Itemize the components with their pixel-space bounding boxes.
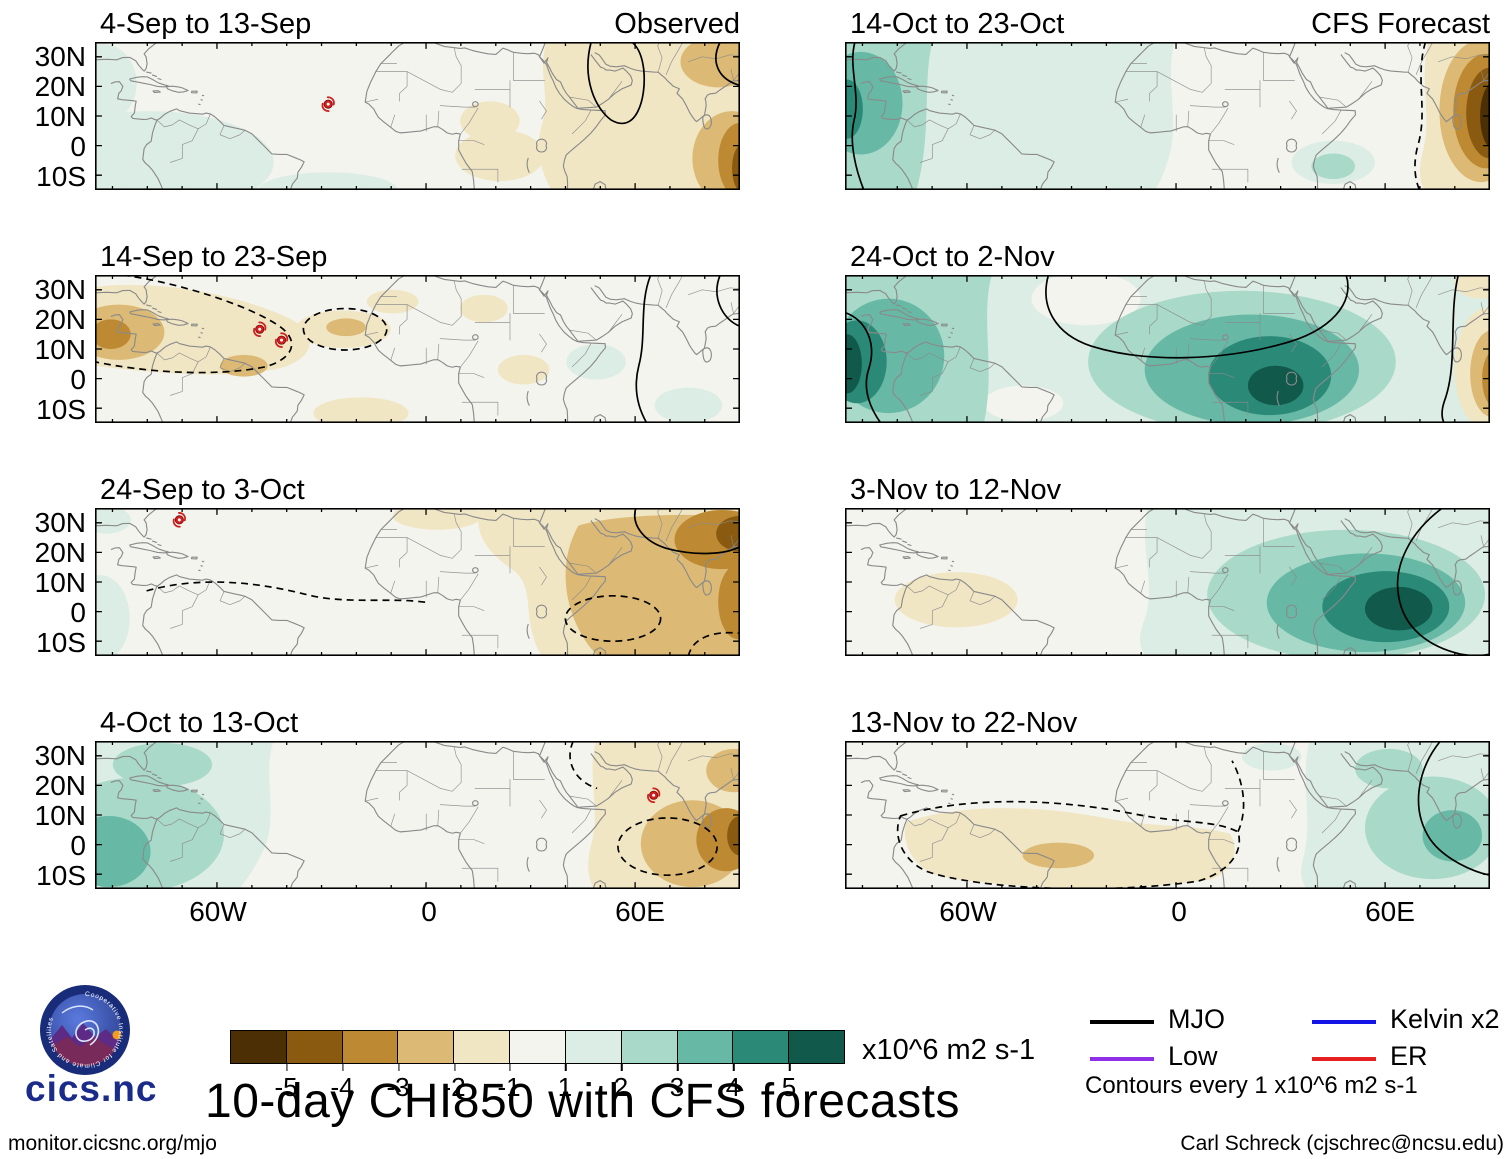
colorbar-cell: [564, 1031, 621, 1063]
panel-title: 4-Sep to 13-Sep: [100, 8, 312, 40]
lat-tick-label: 30N: [34, 41, 86, 72]
colorbar-cell: [341, 1031, 398, 1063]
legend-line-kelvin: [1312, 1020, 1376, 1024]
legend-line-mjo: [1090, 1020, 1154, 1024]
lat-tick-label: 10S: [36, 161, 86, 192]
column-header-forecast: CFS Forecast: [1311, 8, 1490, 40]
lat-tick-label: 10N: [34, 567, 86, 598]
colorbar-tick-label: -4: [330, 1063, 354, 1102]
figure-title: 10-day CHI850 with CFS forecasts: [205, 1075, 960, 1128]
colorbar-tick-label: -5: [274, 1063, 298, 1102]
colorbar-tick-label: 3: [669, 1063, 685, 1102]
colorbar-tick-label: 4: [725, 1063, 741, 1102]
legend-label-er: ER: [1390, 1041, 1428, 1071]
lat-tick-label: 0: [70, 830, 86, 861]
legend-line-er: [1312, 1057, 1376, 1061]
lon-tick-label: 60W: [939, 896, 997, 927]
column-header-observed: Observed: [614, 8, 740, 40]
colorbar-cell: [509, 1031, 565, 1063]
colorbar-tick-label: -1: [497, 1063, 521, 1102]
lon-tick-label: 60E: [615, 896, 665, 927]
lat-tick-label: 10S: [36, 627, 86, 658]
legend-line-low: [1090, 1057, 1154, 1061]
colorbar-tick-label: 2: [613, 1063, 629, 1102]
lat-tick-label: 10N: [34, 334, 86, 365]
map-panel-forecast-3: [845, 508, 1490, 656]
colorbar-cell: [788, 1031, 844, 1063]
footer-url: monitor.cicsnc.org/mjo: [8, 1132, 217, 1155]
panel-title: 24-Oct to 2-Nov: [850, 241, 1055, 273]
panel-title: 13-Nov to 22-Nov: [850, 707, 1078, 739]
map-panel-observed-2: [95, 275, 740, 423]
lat-tick-label: 20N: [34, 304, 86, 335]
map-panel-forecast-1: [845, 42, 1490, 190]
lat-tick-label: 10S: [36, 394, 86, 425]
panel-title: 4-Oct to 13-Oct: [100, 707, 299, 739]
footer-credit: Carl Schreck (cjschrec@ncsu.edu): [1180, 1132, 1504, 1155]
colorbar-cell: [732, 1031, 789, 1063]
lon-tick-label: 60W: [189, 896, 247, 927]
contour-note: Contours every 1 x10^6 m2 s-1: [1085, 1072, 1418, 1099]
colorbar-cell: [453, 1031, 510, 1063]
colorbar-cell: [676, 1031, 733, 1063]
lat-tick-label: 0: [70, 364, 86, 395]
lat-tick-label: 10S: [36, 860, 86, 891]
panel-title: 3-Nov to 12-Nov: [850, 474, 1062, 506]
lat-tick-label: 20N: [34, 537, 86, 568]
lon-tick-label: 0: [421, 896, 437, 927]
panel-title: 24-Sep to 3-Oct: [100, 474, 305, 506]
panel-title: 14-Oct to 23-Oct: [850, 8, 1065, 40]
map-panel-observed-1: [95, 42, 740, 190]
colorbar-tick-label: 5: [781, 1063, 797, 1102]
colorbar-cell: [397, 1031, 454, 1063]
panel-title: 14-Sep to 23-Sep: [100, 241, 328, 273]
map-panel-observed-4: [95, 741, 740, 889]
colorbar: [230, 1030, 845, 1064]
legend-label-mjo: MJO: [1168, 1004, 1225, 1034]
lat-tick-label: 30N: [34, 507, 86, 538]
map-panel-forecast-4: [845, 741, 1490, 889]
lat-tick-label: 0: [70, 597, 86, 628]
logo: Cooperative Institute for Climate and Sa…: [40, 985, 130, 1075]
lon-tick-label: 60E: [1365, 896, 1415, 927]
lat-tick-label: 0: [70, 131, 86, 162]
map-panel-forecast-2: [845, 275, 1490, 423]
colorbar-tick-label: 1: [557, 1063, 573, 1102]
colorbar-cell: [285, 1031, 342, 1063]
lat-tick-label: 20N: [34, 71, 86, 102]
logo-text: cics.nc: [25, 1068, 158, 1109]
lat-tick-label: 30N: [34, 274, 86, 305]
colorbar-cell: [231, 1031, 286, 1063]
lat-tick-label: 30N: [34, 740, 86, 771]
map-panel-observed-3: [95, 508, 740, 656]
colorbar-tick-label: -2: [442, 1063, 466, 1102]
lat-tick-label: 10N: [34, 101, 86, 132]
legend-label-kelvin: Kelvin x2: [1390, 1004, 1500, 1034]
lon-tick-label: 0: [1171, 896, 1187, 927]
colorbar-units-label: x10^6 m2 s-1: [862, 1034, 1036, 1066]
lat-tick-label: 10N: [34, 800, 86, 831]
lat-tick-label: 20N: [34, 770, 86, 801]
colorbar-cell: [620, 1031, 677, 1063]
legend-label-low: Low: [1168, 1041, 1218, 1071]
colorbar-tick-label: -3: [386, 1063, 410, 1102]
